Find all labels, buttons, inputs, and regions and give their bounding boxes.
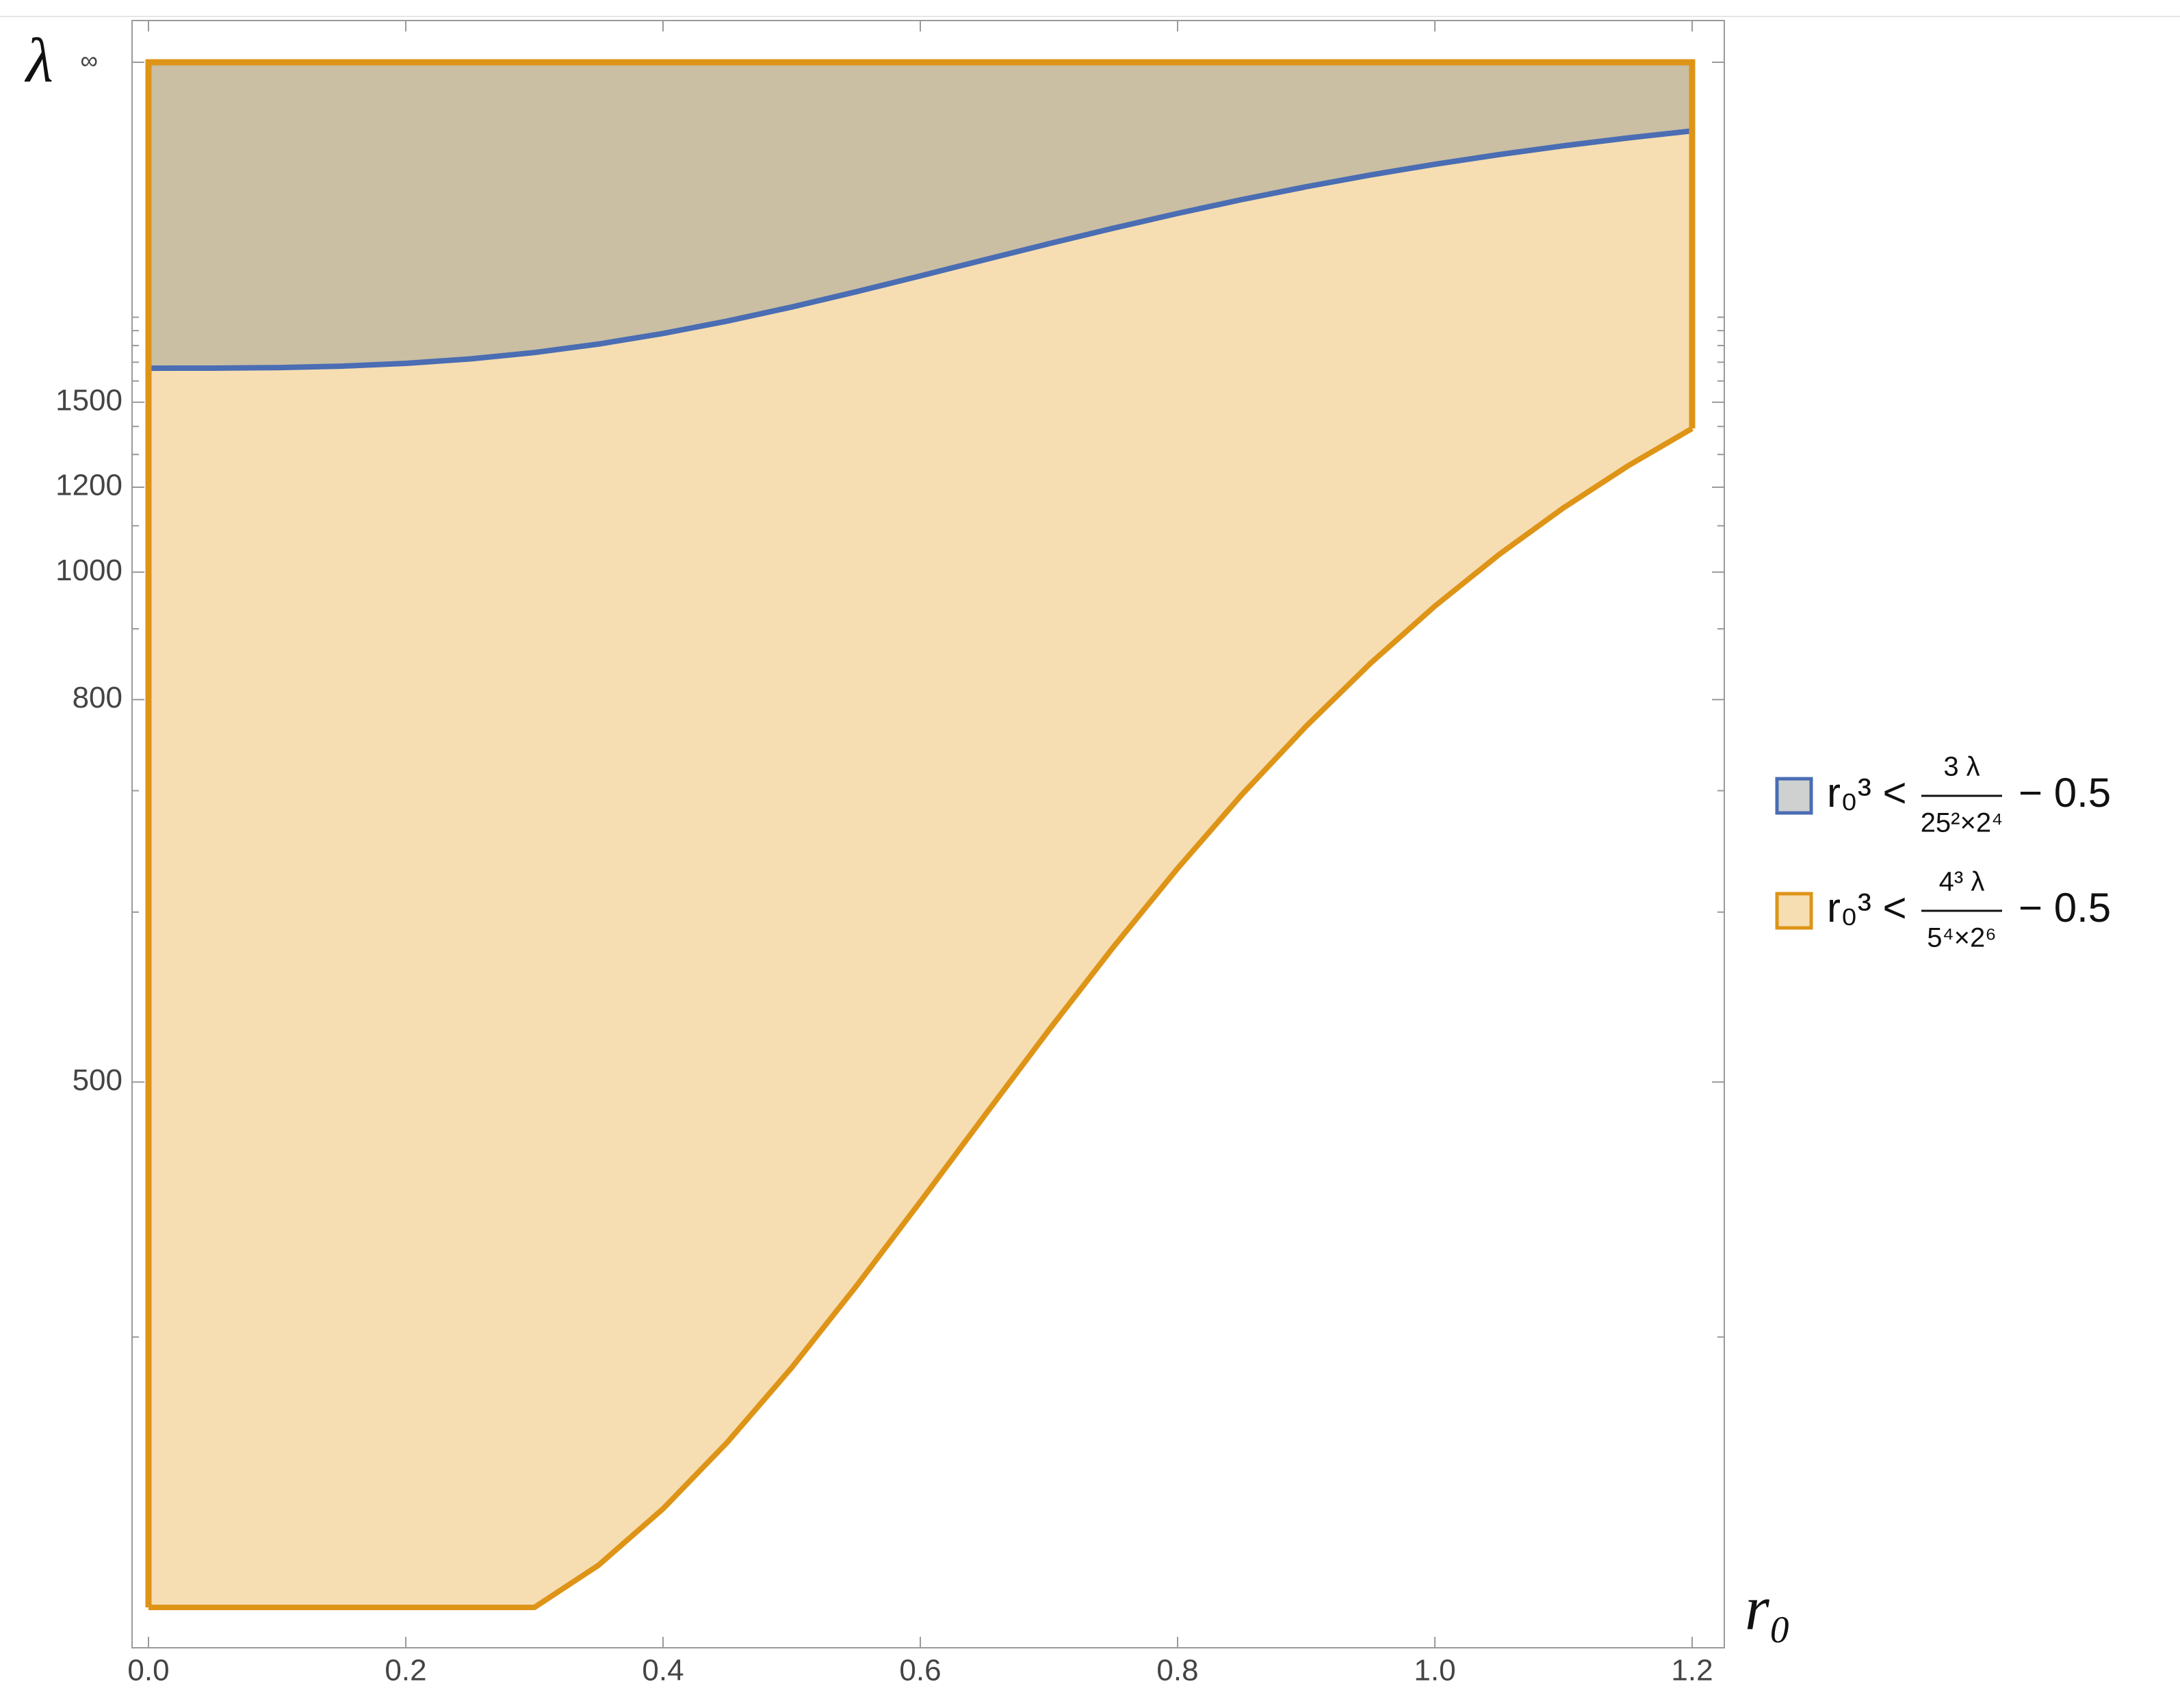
legend-lhs: r₀³ < (1827, 885, 1907, 931)
legend-lhs: r₀³ < (1827, 770, 1907, 816)
y-tick-label: ∞ (80, 47, 98, 75)
y-axis-label: λ (24, 25, 53, 95)
legend-denominator: 25²×2⁴ (1921, 808, 2003, 838)
y-tick-label: 1500 (55, 383, 122, 417)
legend-swatch (1775, 892, 1813, 930)
x-tick-label: 0.2 (385, 1654, 426, 1687)
legend-entry: r₀³ < 3 λ 25²×2⁴ − 0.5 (1775, 752, 2111, 838)
x-axis-label: r₀ (1745, 1573, 1791, 1643)
boundary-line (148, 426, 1694, 1610)
legend-numerator: 3 λ (1943, 752, 1980, 782)
y-tick-label: 800 (73, 681, 122, 714)
y-tick-label: 1000 (55, 554, 122, 587)
boundary-line (148, 128, 1693, 372)
x-tick-label: 0.0 (127, 1654, 169, 1687)
legend-denominator: 5⁴×2⁶ (1927, 923, 1997, 953)
x-tick-label: 1.0 (1414, 1654, 1455, 1687)
region-fill (148, 62, 1692, 1607)
region-edge (145, 59, 1696, 1607)
plot-frame (131, 20, 1725, 1648)
x-tick-label: 0.4 (642, 1654, 684, 1687)
legend-entry: r₀³ < 4³ λ 5⁴×2⁶ − 0.5 (1775, 867, 2111, 953)
legend-swatch (1775, 777, 1813, 815)
legend-numerator: 4³ λ (1939, 867, 1985, 897)
x-tick-label: 0.8 (1156, 1654, 1198, 1687)
x-tick-label: 1.2 (1671, 1654, 1713, 1687)
legend-rhs: − 0.5 (2019, 770, 2111, 816)
y-tick-label: 1200 (55, 469, 122, 502)
region-fill (148, 62, 1692, 369)
y-tick-label: 500 (73, 1063, 122, 1097)
legend-rhs: − 0.5 (2019, 885, 2111, 931)
x-tick-label: 0.6 (899, 1654, 941, 1687)
